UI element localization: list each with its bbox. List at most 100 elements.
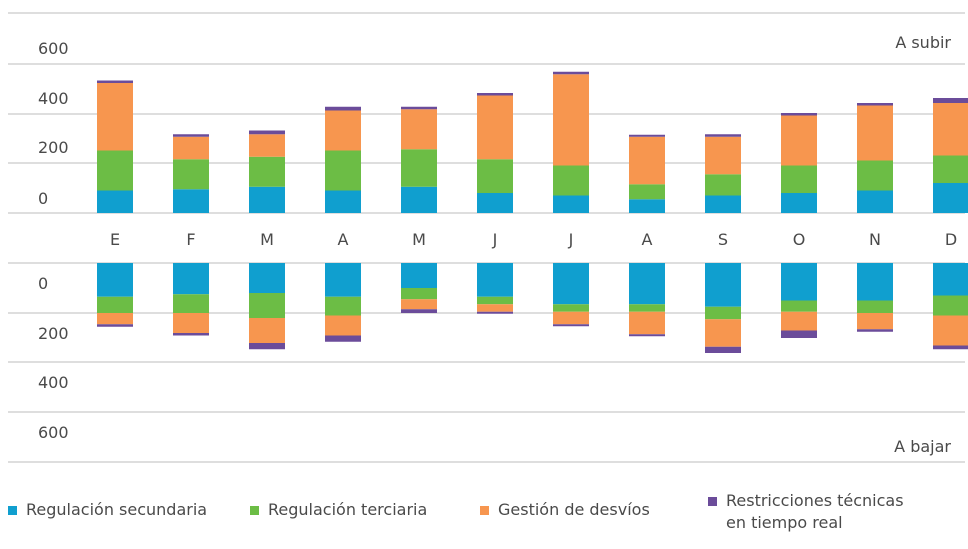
y-tick-bajar-200: 200 (38, 324, 69, 343)
subir-bar-terciaria-9 (705, 174, 741, 196)
subir-bar-restricciones-2 (173, 134, 209, 137)
bajar-bar-secundaria-1 (97, 263, 133, 297)
subir-bar-terciaria-7 (553, 165, 589, 196)
subir-bar-secundaria-4 (325, 190, 361, 213)
subir-bar-desvios-5 (401, 109, 437, 150)
subir-bar-desvios-3 (249, 134, 285, 157)
x-tick-label-5: M (412, 230, 426, 249)
bajar-bar-restricciones-6 (477, 311, 513, 314)
bajar-bar-secundaria-6 (477, 263, 513, 297)
bajar-bar-terciaria-10 (781, 300, 817, 312)
legend-item-desvios: Gestión de desvíos (480, 499, 650, 521)
panel-label-bajar: A bajar (894, 437, 951, 456)
subir-bar-desvios-12 (933, 103, 968, 156)
bajar-bar-terciaria-11 (857, 300, 893, 313)
bajar-bar-desvios-12 (933, 315, 968, 346)
y-tick-subir-400: 400 (38, 89, 69, 108)
bajar-bar-restricciones-12 (933, 345, 968, 350)
bajar-bar-terciaria-2 (173, 294, 209, 313)
y-tick-subir-600: 600 (38, 39, 69, 58)
subir-bar-terciaria-12 (933, 155, 968, 183)
bajar-bar-desvios-11 (857, 313, 893, 330)
bajar-bar-desvios-5 (401, 299, 437, 310)
subir-bar-secundaria-7 (553, 195, 589, 213)
bajar-bar-terciaria-8 (629, 304, 665, 312)
subir-bar-terciaria-3 (249, 156, 285, 187)
bajar-bar-secundaria-3 (249, 263, 285, 293)
subir-bar-restricciones-10 (781, 113, 817, 116)
bajar-bar-restricciones-11 (857, 329, 893, 332)
bajar-bar-terciaria-9 (705, 306, 741, 320)
x-tick-label-10: O (793, 230, 806, 249)
legend-label-restricciones-line-1: Restricciones técnicas (726, 491, 904, 510)
bajar-bar-terciaria-6 (477, 296, 513, 305)
subir-bar-terciaria-4 (325, 150, 361, 191)
bars (97, 71, 968, 353)
legend-item-terciaria: Regulación terciaria (250, 499, 427, 521)
subir-bar-desvios-4 (325, 110, 361, 151)
y-tick-bajar-0: 0 (38, 274, 48, 293)
subir-bar-restricciones-3 (249, 130, 285, 135)
legend-label-restricciones: Restricciones técnicas en tiempo real (726, 490, 904, 534)
subir-bar-desvios-2 (173, 136, 209, 160)
legend-swatch-desvios (480, 506, 489, 515)
subir-bar-desvios-10 (781, 115, 817, 166)
subir-bar-secundaria-5 (401, 186, 437, 213)
subir-bar-restricciones-1 (97, 80, 133, 83)
x-tick-label-6: J (492, 230, 498, 249)
legend-item-secundaria: Regulación secundaria (8, 499, 207, 521)
bajar-bar-desvios-1 (97, 313, 133, 325)
x-tick-label-8: A (642, 230, 653, 249)
legend-label-terciaria: Regulación terciaria (268, 500, 428, 519)
stacked-bar-chart: A subir A bajar 600 400 200 0 0 200 400 600 E F M A… (8, 12, 968, 463)
bajar-bar-terciaria-4 (325, 296, 361, 316)
y-tick-subir-0: 0 (38, 189, 48, 208)
subir-bar-secundaria-8 (629, 199, 665, 213)
bajar-bar-secundaria-8 (629, 263, 665, 305)
bajar-bar-restricciones-2 (173, 333, 209, 336)
grid-lines (8, 12, 965, 463)
bajar-bar-secundaria-4 (325, 263, 361, 297)
subir-bar-secundaria-6 (477, 193, 513, 213)
subir-bar-desvios-11 (857, 105, 893, 161)
axis-labels: A subir A bajar 600 400 200 0 0 200 400 600 E F M A… (38, 33, 957, 456)
bajar-bar-terciaria-12 (933, 295, 968, 316)
bajar-bar-secundaria-10 (781, 263, 817, 301)
subir-bar-secundaria-12 (933, 183, 968, 213)
subir-bar-desvios-7 (553, 74, 589, 166)
bajar-bar-restricciones-3 (249, 343, 285, 350)
bajar-bar-terciaria-5 (401, 288, 437, 300)
x-tick-label-3: M (260, 230, 274, 249)
panel-label-subir: A subir (895, 33, 951, 52)
subir-bar-secundaria-11 (857, 190, 893, 213)
subir-bar-terciaria-2 (173, 159, 209, 190)
x-tick-label-4: A (338, 230, 349, 249)
bajar-bar-terciaria-1 (97, 296, 133, 313)
subir-bar-desvios-1 (97, 83, 133, 151)
legend-label-secundaria: Regulación secundaria (26, 500, 208, 519)
subir-bar-terciaria-10 (781, 165, 817, 193)
subir-bar-desvios-8 (629, 136, 665, 185)
bajar-bar-secundaria-11 (857, 263, 893, 301)
bajar-bar-desvios-6 (477, 304, 513, 312)
subir-bar-secundaria-1 (97, 190, 133, 213)
bajar-bar-desvios-8 (629, 311, 665, 335)
bajar-bar-desvios-4 (325, 315, 361, 336)
x-tick-label-11: N (869, 230, 881, 249)
bajar-bar-secundaria-9 (705, 263, 741, 307)
x-tick-label-1: E (110, 230, 120, 249)
bajar-bar-secundaria-2 (173, 263, 209, 295)
bajar-bar-desvios-3 (249, 318, 285, 343)
legend-swatch-terciaria (250, 506, 259, 515)
subir-bar-restricciones-7 (553, 71, 589, 75)
x-tick-label-2: F (186, 230, 195, 249)
subir-bar-terciaria-1 (97, 150, 133, 191)
y-tick-bajar-600: 600 (38, 423, 69, 442)
bajar-bar-terciaria-7 (553, 304, 589, 312)
bajar-bar-desvios-7 (553, 311, 589, 325)
subir-bar-terciaria-8 (629, 184, 665, 200)
legend-swatch-secundaria (8, 506, 17, 515)
legend-label-restricciones-line-2: en tiempo real (726, 513, 843, 532)
legend-label-desvios: Gestión de desvíos (498, 500, 650, 519)
subir-bar-secundaria-9 (705, 195, 741, 213)
